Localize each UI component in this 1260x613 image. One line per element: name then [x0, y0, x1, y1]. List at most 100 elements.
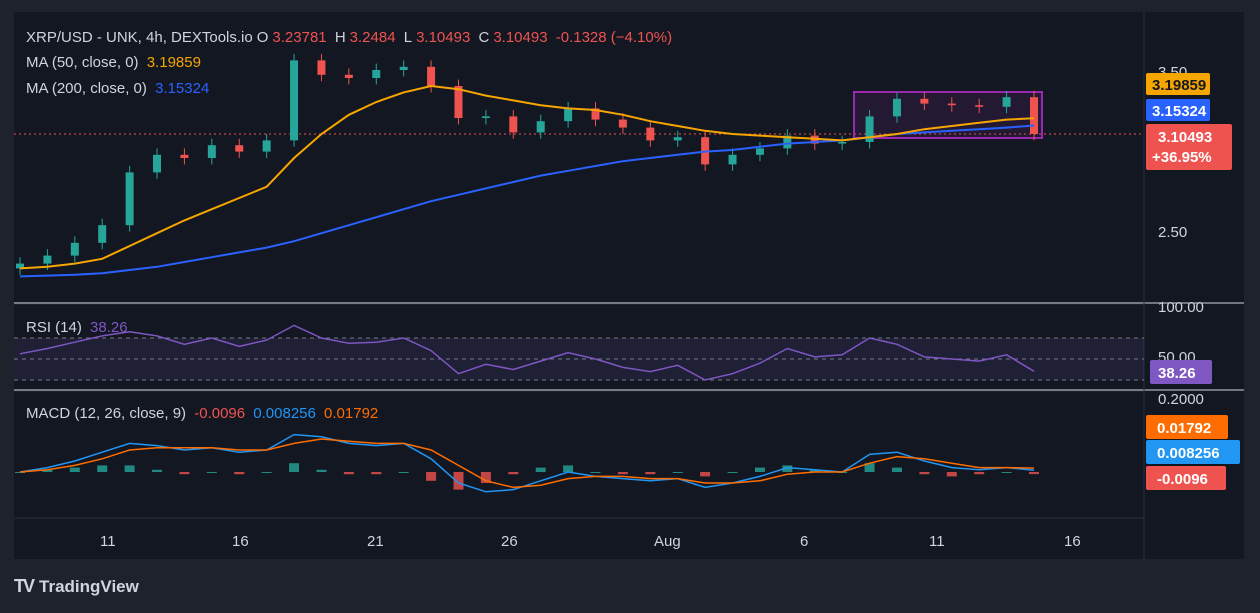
- macd-tick: 0.2000: [1158, 391, 1204, 408]
- candle-body: [865, 116, 874, 142]
- macd-hist-bar: [617, 472, 628, 475]
- ma200-label: MA (200, close, 0): [26, 80, 147, 97]
- rsi-legend[interactable]: RSI (14) 38.26: [26, 319, 132, 336]
- price-tick: 2.50: [1158, 224, 1187, 241]
- candle-body: [125, 172, 134, 226]
- macd-label: MACD (12, 26, close, 9): [26, 405, 187, 422]
- macd-hist-bar: [69, 467, 80, 472]
- candle-body: [509, 116, 518, 133]
- ma200-badge: [1146, 99, 1210, 121]
- macd-hist-bar: [15, 472, 25, 473]
- symbol-title[interactable]: XRP/USD - UNK, 4h, DEXTools.io: [26, 29, 253, 46]
- macd-hist-bar: [261, 472, 272, 473]
- candle-body: [536, 121, 545, 133]
- candle-body: [564, 108, 573, 122]
- x-tick: 6: [800, 533, 808, 550]
- macd-hist-bar: [508, 472, 519, 475]
- x-tick: 26: [501, 533, 518, 550]
- change-value: -0.1328 (−4.10%): [555, 29, 673, 46]
- rsi-value: 38.26: [90, 319, 128, 336]
- x-tick: 21: [367, 533, 384, 550]
- macd-hist-bar: [946, 472, 957, 477]
- signal-badge-text: 0.01792: [1157, 420, 1211, 437]
- macd-hist-bar: [864, 463, 875, 472]
- x-tick: 11: [100, 533, 116, 550]
- macd-hist-bar: [343, 472, 354, 475]
- candle-body: [290, 60, 299, 141]
- ma50-legend[interactable]: MA (50, close, 0) 3.19859: [26, 54, 205, 71]
- candle-body: [235, 145, 244, 152]
- candle-body: [207, 145, 216, 158]
- candle-body: [153, 154, 162, 173]
- hist-badge-text: -0.0096: [1157, 471, 1208, 488]
- rsi-badge-text: 38.26: [1158, 365, 1196, 382]
- x-tick: 11: [929, 533, 945, 550]
- macd-hist-bar: [234, 472, 245, 475]
- candle-body: [783, 135, 792, 149]
- macd-line[interactable]: [19, 433, 1035, 493]
- high-value: 3.2484: [349, 29, 396, 46]
- close-badge: [1146, 124, 1232, 170]
- ma50-value: 3.19859: [146, 54, 201, 71]
- candle-body: [454, 86, 463, 118]
- macd-hist-bar: [97, 465, 108, 472]
- candle-body: [646, 127, 655, 141]
- ma50-badge-text: 3.19859: [1152, 77, 1206, 94]
- candle-body: [98, 225, 107, 243]
- ma50-badge: [1146, 73, 1210, 95]
- low-label: L: [403, 29, 413, 46]
- macd-hist-bar: [645, 472, 656, 475]
- brand-name: TradingView: [39, 576, 139, 596]
- macd-hist-bar: [1001, 472, 1012, 473]
- macd-hist-bar: [590, 472, 601, 473]
- macd-hist-bar: [974, 472, 985, 475]
- candle-body: [975, 105, 984, 107]
- rsi-badge: [1150, 360, 1212, 384]
- macd-hist-bar: [124, 465, 135, 472]
- ma200-badge-text: 3.15324: [1152, 103, 1207, 120]
- macd-hist-bar: [206, 472, 217, 473]
- candle-body: [920, 98, 929, 104]
- ohlc-legend: XRP/USD - UNK, 4h, DEXTools.io O 3.23781 H…: [26, 29, 676, 46]
- signal-line[interactable]: [19, 438, 1035, 489]
- close-badge-pct: +36.95%: [1152, 149, 1212, 166]
- macd-hist-bar: [782, 465, 793, 472]
- candle-body: [728, 154, 737, 165]
- ma200-value: 3.15324: [155, 80, 210, 97]
- signal-badge: [1146, 415, 1228, 439]
- open-label: O: [256, 29, 269, 46]
- macd-hist-bar: [398, 472, 409, 473]
- candle-body: [427, 66, 436, 86]
- candlesticks: [16, 54, 1038, 275]
- ma50-line[interactable]: [19, 84, 1035, 270]
- macd-legend[interactable]: MACD (12, 26, close, 9) -0.0096 0.008256…: [26, 405, 382, 422]
- close-label: C: [478, 29, 490, 46]
- candle-body: [1030, 97, 1038, 134]
- candle-body: [755, 148, 764, 155]
- candle-body: [838, 142, 847, 144]
- rsi-label: RSI (14): [26, 319, 82, 336]
- macd-hist-bar: [535, 467, 546, 472]
- candle-body: [317, 60, 326, 75]
- candle-body: [262, 140, 271, 152]
- close-value: 3.10493: [493, 29, 548, 46]
- tradingview-logo-icon: TV: [14, 576, 35, 596]
- rsi-pane[interactable]: [14, 305, 1144, 389]
- candle-body: [591, 108, 600, 120]
- macd-hist-bar: [480, 472, 491, 483]
- tradingview-logo[interactable]: TV TradingView: [14, 576, 139, 597]
- low-value: 3.10493: [416, 29, 471, 46]
- rsi-line[interactable]: [19, 324, 1035, 381]
- candle-body: [673, 137, 682, 141]
- close-badge-price: 3.10493: [1158, 129, 1212, 146]
- candle-body: [16, 263, 24, 269]
- macd-badge-text: 0.008256: [1157, 445, 1220, 462]
- candle-body: [481, 116, 490, 118]
- candle-body: [180, 154, 189, 158]
- candle-body: [70, 242, 79, 256]
- high-label: H: [334, 29, 346, 46]
- price-pane[interactable]: [14, 12, 1144, 302]
- candle-body: [1002, 97, 1011, 107]
- ma200-legend[interactable]: MA (200, close, 0) 3.15324: [26, 80, 213, 97]
